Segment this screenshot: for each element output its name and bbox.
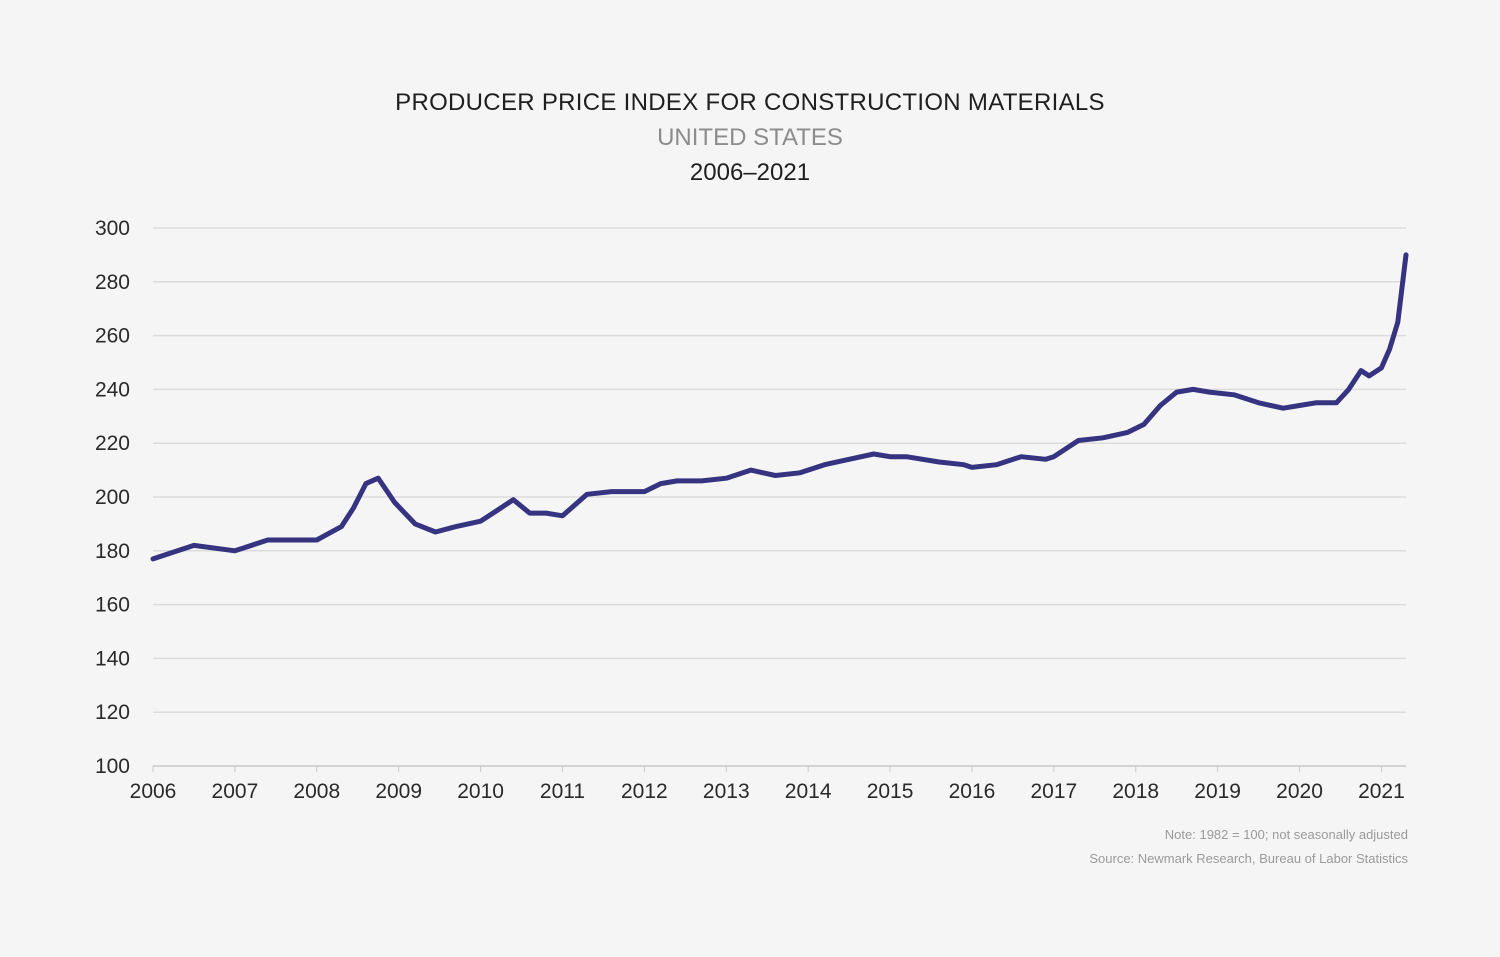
x-tick-label: 2006 bbox=[130, 780, 177, 803]
x-tick-label: 2011 bbox=[540, 780, 585, 803]
gridlines bbox=[153, 227, 1406, 767]
chart-title-block: PRODUCER PRICE INDEX FOR CONSTRUCTION MA… bbox=[0, 86, 1500, 190]
chart-title: PRODUCER PRICE INDEX FOR CONSTRUCTION MA… bbox=[395, 89, 1105, 116]
x-tick-label: 2021 bbox=[1358, 780, 1405, 803]
x-tick-label: 2019 bbox=[1194, 780, 1241, 803]
chart-subtitle: UNITED STATES bbox=[657, 124, 843, 151]
x-tick-label: 2009 bbox=[375, 780, 422, 803]
y-tick-label: 140 bbox=[95, 647, 130, 670]
y-tick-label: 280 bbox=[95, 271, 130, 294]
x-tick-label: 2013 bbox=[703, 780, 750, 803]
y-tick-label: 100 bbox=[95, 755, 130, 778]
x-tick-label: 2015 bbox=[867, 780, 914, 803]
x-axis: 2006 2007 2008 2009 2010 2011 2012 2013 2014 2015… bbox=[130, 766, 1405, 803]
y-tick-label: 200 bbox=[95, 486, 130, 509]
chart-date-range: 2006–2021 bbox=[689, 159, 811, 186]
x-tick-label: 2010 bbox=[457, 780, 504, 803]
y-tick-label: 180 bbox=[95, 540, 130, 563]
y-axis: 300 280 260 240 220 200 180 160 140 120 100 bbox=[95, 217, 130, 778]
footer-note: Note: 1982 = 100; not seasonally adjuste… bbox=[1164, 827, 1408, 842]
x-tick-label: 2016 bbox=[949, 780, 996, 803]
x-tick-label: 2012 bbox=[621, 780, 668, 803]
y-tick-label: 240 bbox=[95, 378, 130, 401]
x-tick-label: 2018 bbox=[1112, 780, 1159, 803]
x-tick-label: 2007 bbox=[212, 780, 259, 803]
y-tick-label: 260 bbox=[95, 325, 130, 348]
x-tick-label: 2014 bbox=[785, 780, 832, 803]
x-tick-label: 2020 bbox=[1276, 780, 1323, 803]
series-layer bbox=[150, 252, 1409, 562]
y-tick-label: 120 bbox=[95, 701, 130, 724]
footer-source: Source: Newmark Research, Bureau of Labo… bbox=[1089, 851, 1408, 866]
x-tick-label: 2017 bbox=[1030, 780, 1077, 803]
series-line-0 bbox=[150, 252, 1409, 562]
y-tick-label: 160 bbox=[95, 594, 130, 617]
y-tick-label: 300 bbox=[95, 217, 130, 240]
x-tick-label: 2008 bbox=[293, 780, 340, 803]
y-tick-label: 220 bbox=[95, 432, 130, 455]
